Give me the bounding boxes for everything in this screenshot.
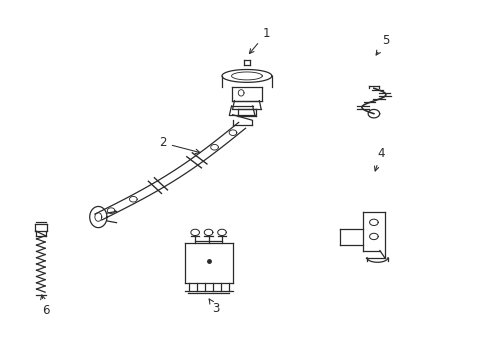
Text: 4: 4 bbox=[374, 147, 384, 171]
Text: 3: 3 bbox=[209, 299, 219, 315]
Text: 6: 6 bbox=[41, 295, 49, 317]
Text: 1: 1 bbox=[249, 27, 269, 54]
Text: 2: 2 bbox=[159, 136, 200, 154]
Text: 5: 5 bbox=[375, 34, 389, 55]
